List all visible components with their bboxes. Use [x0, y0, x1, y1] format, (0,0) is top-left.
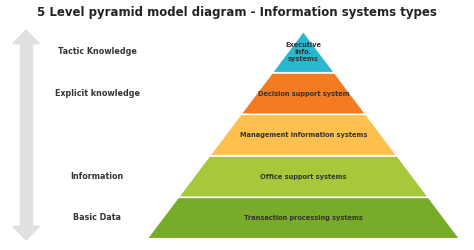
Polygon shape: [272, 31, 335, 73]
Text: Office support systems: Office support systems: [260, 174, 346, 180]
Text: Decision support system: Decision support system: [257, 90, 349, 96]
Text: Tactic Knowledge: Tactic Knowledge: [58, 48, 137, 56]
Text: Information: Information: [71, 172, 124, 181]
Text: 5 Level pyramid model diagram - Information systems types: 5 Level pyramid model diagram - Informat…: [37, 6, 437, 19]
Text: Transaction processing systems: Transaction processing systems: [244, 215, 363, 221]
Polygon shape: [178, 156, 428, 197]
Polygon shape: [210, 114, 397, 156]
Polygon shape: [241, 73, 366, 114]
Polygon shape: [13, 226, 39, 240]
Text: Executive
Info.
systems: Executive Info. systems: [285, 42, 321, 62]
Text: Explicit knowledge: Explicit knowledge: [55, 89, 140, 98]
Bar: [20, 44, 32, 226]
Text: Basic Data: Basic Data: [73, 214, 121, 222]
Polygon shape: [147, 197, 460, 239]
Text: Management information systems: Management information systems: [240, 132, 367, 138]
Polygon shape: [13, 30, 39, 44]
